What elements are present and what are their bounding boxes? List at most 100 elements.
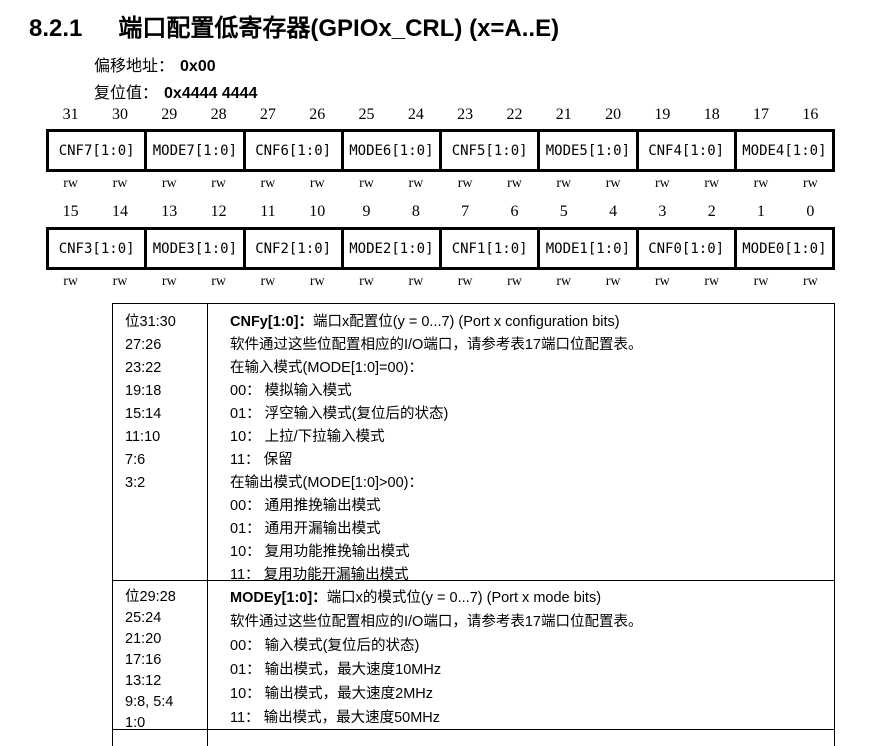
desc-line: 10： 复用功能推挽输出模式 — [230, 544, 410, 560]
section-title-text: 端口配置低寄存器(GPIOx_CRL) (x=A..E) — [118, 15, 560, 42]
access-label: rw — [457, 176, 473, 191]
access-label: rw — [605, 274, 621, 289]
desc-line: 软件通过这些位配置相应的I/O端口，请参考表17端口位配置表。 — [230, 337, 643, 353]
access-label: rw — [704, 176, 720, 191]
field-title: 端口x配置位(y = 0...7) (Port x configuration … — [312, 314, 620, 330]
bit-field-cell: CNF6[1:0] — [242, 132, 341, 169]
offset-address-value: 0x00 — [180, 58, 216, 75]
cnf-bit-ranges: 位31:30 27:26 23:22 19:18 15:14 11:10 7:6… — [113, 304, 208, 580]
bit-field-cell: CNF3[1:0] — [58, 240, 135, 257]
next-row-body-column — [208, 730, 834, 746]
access-label: rw — [63, 176, 79, 191]
access-label: rw — [161, 274, 177, 289]
access-label: rw — [359, 274, 374, 289]
section-heading: 8.2.1 端口配置低寄存器(GPIOx_CRL) (x=A..E) — [29, 8, 559, 43]
desc-line: 10： 上拉/下拉输入模式 — [230, 429, 385, 445]
bit-number: 8 — [411, 203, 420, 220]
mode-description-body: MODEy[1:0]：端口x的模式位(y = 0...7) (Port x mo… — [208, 581, 834, 729]
bit-field-cell: MODE2[1:0] — [340, 230, 439, 267]
bit-range: 21:20 — [125, 631, 162, 647]
bit-number: 7 — [461, 203, 470, 220]
bit-range: 1:0 — [125, 715, 146, 731]
bit-number: 29 — [161, 106, 178, 123]
bit-number: 21 — [555, 106, 572, 123]
bit-number: 28 — [210, 106, 227, 123]
register-bitfield-table-low: CNF3[1:0] MODE3[1:0] CNF2[1:0] MODE2[1:0… — [46, 227, 835, 270]
desc-line: 10： 输出模式，最大速度2MHz — [230, 686, 434, 702]
bit-field-cell: CNF5[1:0] — [439, 132, 537, 169]
access-label: rw — [408, 274, 424, 289]
bit-number: 17 — [753, 106, 770, 123]
bit-number: 0 — [806, 203, 815, 220]
access-label: rw — [556, 176, 572, 191]
desc-line: 11： 保留 — [230, 452, 293, 468]
desc-line: 11： 输出模式，最大速度50MHz — [230, 710, 441, 726]
access-label: rw — [211, 274, 226, 289]
next-row-bits-column — [113, 730, 208, 746]
desc-line: 在输出模式(MODE[1:0]>00)： — [230, 475, 423, 491]
bit-number-row-high: 31 30 29 28 27 26 25 24 23 22 21 20 19 1… — [46, 106, 835, 124]
field-description-table: 位31:30 27:26 23:22 19:18 15:14 11:10 7:6… — [112, 303, 835, 746]
reset-value-value: 0x4444 4444 — [164, 85, 258, 102]
desc-line: 00： 模拟输入模式 — [230, 383, 352, 399]
bit-number: 11 — [260, 203, 276, 220]
access-label: rw — [161, 176, 177, 191]
bit-number: 9 — [362, 203, 371, 220]
bit-field-cell: CNF2[1:0] — [242, 230, 341, 267]
bit-number: 2 — [707, 203, 716, 220]
mode-description-row: 位29:28 25:24 21:20 17:16 13:12 9:8, 5:4 … — [113, 581, 834, 731]
bit-number: 24 — [407, 106, 424, 123]
desc-line: 01： 输出模式，最大速度10MHz — [230, 662, 442, 678]
access-label: rw — [802, 274, 818, 289]
bit-number: 13 — [161, 203, 178, 220]
access-label: rw — [655, 176, 670, 191]
offset-address-label: 偏移地址： — [94, 58, 175, 75]
bit-range: 19:18 — [125, 383, 162, 399]
access-label: rw — [359, 176, 374, 191]
access-row-low: rw rw rw rw rw rw rw rw rw rw rw rw rw r… — [46, 274, 835, 290]
cnf-description-row: 位31:30 27:26 23:22 19:18 15:14 11:10 7:6… — [113, 304, 834, 583]
bit-field-cell: CNF1[1:0] — [439, 230, 537, 267]
bit-field-cell: MODE3[1:0] — [144, 230, 242, 267]
bit-number: 5 — [559, 203, 568, 220]
bit-number: 19 — [654, 106, 671, 123]
desc-line: 01： 浮空输入模式(复位后的状态) — [230, 406, 449, 422]
access-label: rw — [753, 274, 769, 289]
bit-number: 10 — [309, 203, 326, 220]
access-label: rw — [408, 176, 424, 191]
bit-number: 6 — [510, 203, 519, 220]
desc-line: 软件通过这些位配置相应的I/O端口，请参考表17端口位配置表。 — [230, 614, 643, 630]
next-row-cutoff — [113, 730, 834, 746]
access-label: rw — [63, 274, 79, 289]
reset-value-line: 复位值： 0x4444 4444 — [94, 79, 257, 103]
bit-number: 15 — [62, 203, 79, 220]
access-label: rw — [309, 274, 325, 289]
bit-number: 31 — [62, 106, 79, 123]
access-label: rw — [507, 176, 522, 191]
field-name: CNFy[1:0]： — [230, 314, 313, 330]
bit-field-cell: MODE0[1:0] — [733, 230, 832, 267]
access-label: rw — [211, 176, 226, 191]
bit-number: 4 — [609, 203, 618, 220]
bit-number: 16 — [802, 106, 819, 123]
access-label: rw — [112, 176, 128, 191]
bit-number: 20 — [605, 106, 622, 123]
bit-range: 17:16 — [125, 652, 162, 668]
access-label: rw — [457, 274, 473, 289]
bit-number: 26 — [309, 106, 326, 123]
bit-number: 12 — [210, 203, 227, 220]
bit-range: 25:24 — [125, 610, 162, 626]
bit-range: 位29:28 — [125, 589, 176, 605]
bit-number: 25 — [358, 106, 375, 123]
bit-number: 23 — [457, 106, 474, 123]
field-title: 端口x的模式位(y = 0...7) (Port x mode bits) — [326, 590, 602, 606]
desc-line: 00： 输入模式(复位后的状态) — [230, 638, 420, 654]
access-label: rw — [753, 176, 769, 191]
access-label: rw — [655, 274, 670, 289]
bit-number: 1 — [757, 203, 766, 220]
bit-range: 27:26 — [125, 337, 162, 353]
bit-field-cell: MODE1[1:0] — [537, 230, 635, 267]
register-bitfield-table-high: CNF7[1:0] MODE7[1:0] CNF6[1:0] MODE6[1:0… — [46, 129, 835, 172]
access-label: rw — [704, 274, 720, 289]
bit-range: 9:8, 5:4 — [125, 694, 174, 710]
